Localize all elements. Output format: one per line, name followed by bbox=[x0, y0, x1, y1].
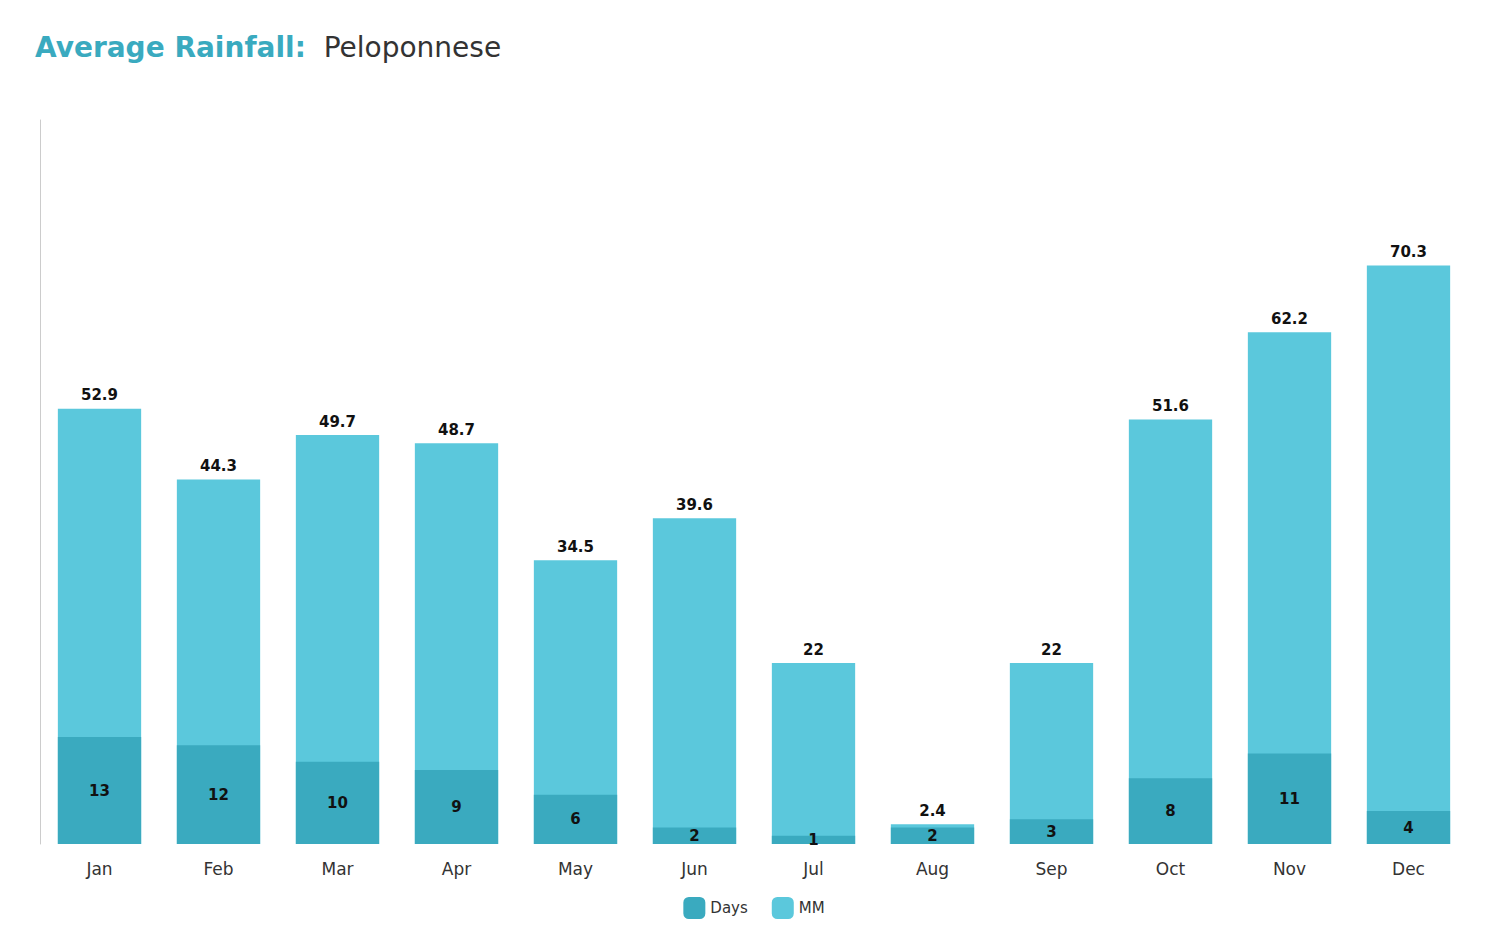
svg-text:12: 12 bbox=[208, 786, 229, 804]
svg-text:49.7: 49.7 bbox=[319, 413, 356, 431]
svg-text:Jun: Jun bbox=[680, 859, 708, 879]
svg-text:Average Rainfall:: Average Rainfall: bbox=[35, 31, 306, 64]
svg-text:70.3: 70.3 bbox=[1390, 243, 1427, 261]
svg-text:Aug: Aug bbox=[916, 859, 949, 879]
svg-text:Dec: Dec bbox=[1392, 859, 1425, 879]
svg-text:39.6: 39.6 bbox=[676, 496, 713, 514]
svg-text:13: 13 bbox=[89, 782, 110, 800]
svg-text:3: 3 bbox=[1046, 823, 1056, 841]
svg-text:44.3: 44.3 bbox=[200, 457, 237, 475]
svg-text:22: 22 bbox=[803, 641, 824, 659]
svg-text:Oct: Oct bbox=[1156, 859, 1186, 879]
svg-text:48.7: 48.7 bbox=[438, 421, 475, 439]
svg-text:2.4: 2.4 bbox=[919, 802, 946, 820]
svg-text:9: 9 bbox=[451, 798, 461, 816]
svg-text:Nov: Nov bbox=[1273, 859, 1306, 879]
svg-text:51.6: 51.6 bbox=[1152, 397, 1189, 415]
svg-text:MM: MM bbox=[799, 899, 825, 917]
svg-text:34.5: 34.5 bbox=[557, 538, 594, 556]
svg-text:1: 1 bbox=[808, 831, 818, 849]
svg-text:2: 2 bbox=[689, 827, 699, 845]
svg-text:Sep: Sep bbox=[1035, 859, 1067, 879]
svg-text:4: 4 bbox=[1403, 819, 1413, 837]
svg-text:Apr: Apr bbox=[442, 859, 471, 879]
svg-text:52.9: 52.9 bbox=[81, 386, 118, 404]
svg-text:8: 8 bbox=[1165, 802, 1175, 820]
svg-text:Jan: Jan bbox=[85, 859, 112, 879]
svg-text:10: 10 bbox=[327, 794, 348, 812]
svg-text:22: 22 bbox=[1041, 641, 1062, 659]
svg-text:11: 11 bbox=[1279, 790, 1300, 808]
svg-text:6: 6 bbox=[570, 810, 580, 828]
svg-text:Peloponnese: Peloponnese bbox=[306, 31, 501, 64]
svg-text:62.2: 62.2 bbox=[1271, 310, 1308, 328]
svg-text:Feb: Feb bbox=[203, 859, 233, 879]
svg-text:Mar: Mar bbox=[321, 859, 353, 879]
svg-text:Days: Days bbox=[710, 899, 748, 917]
svg-text:May: May bbox=[558, 859, 593, 879]
svg-text:Jul: Jul bbox=[802, 859, 824, 879]
svg-text:2: 2 bbox=[927, 827, 937, 845]
